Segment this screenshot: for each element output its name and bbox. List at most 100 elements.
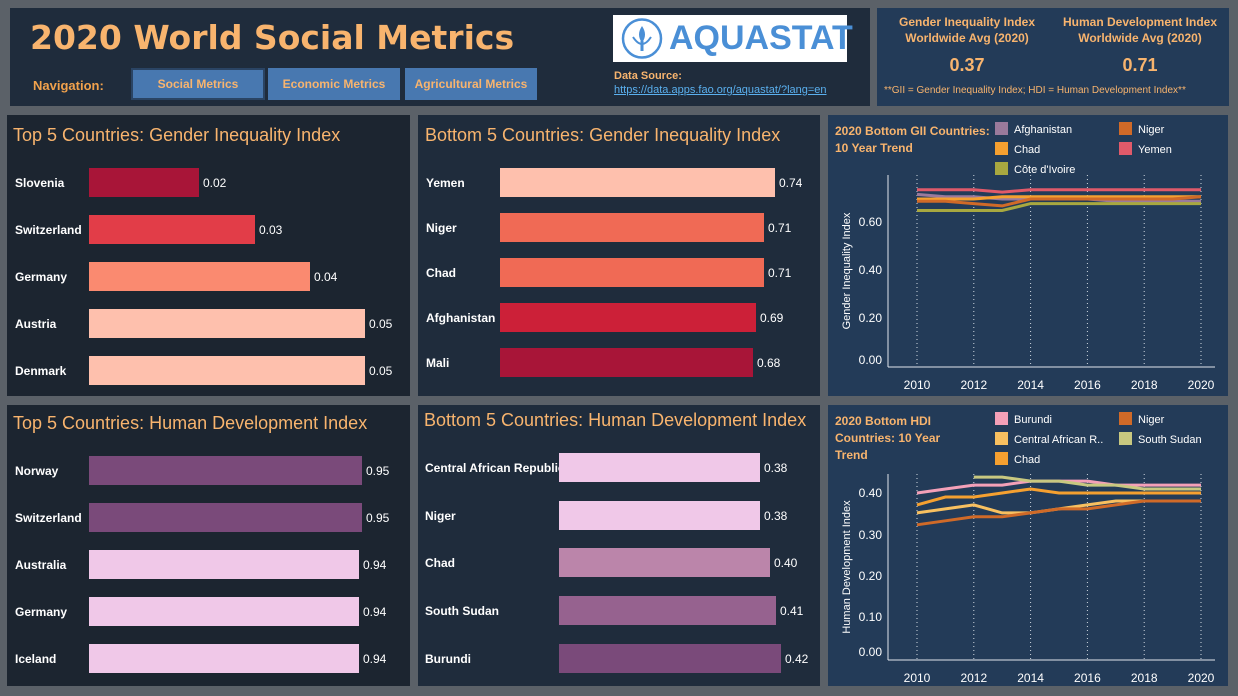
- x-tick-label: 2020: [1188, 671, 1215, 685]
- bar-category-label: Niger: [425, 509, 456, 523]
- data-source: Data Source: https://data.apps.fao.org/a…: [614, 69, 854, 97]
- bar-chart-title: Bottom 5 Countries: Human Development In…: [424, 410, 807, 430]
- series-line: [916, 499, 1201, 515]
- line-chart-title-line: 2020 Bottom HDI: [835, 414, 931, 428]
- bar: [500, 348, 753, 377]
- line-chart-title-line: Trend: [835, 448, 868, 462]
- x-tick-label: 2010: [904, 378, 931, 392]
- x-tick-label: 2018: [1131, 671, 1158, 685]
- bottom-hdi-panel: [418, 405, 820, 686]
- legend-swatch: [995, 432, 1008, 445]
- legend-swatch: [995, 142, 1008, 155]
- bar: [89, 644, 359, 673]
- line-chart-title: 2020 Bottom GII Countries: 10 Year Trend: [835, 124, 990, 155]
- legend-label: Afghanistan: [1014, 124, 1072, 136]
- bar: [89, 503, 362, 532]
- x-tick-label: 2016: [1074, 378, 1101, 392]
- bar-value-label: 0.74: [779, 176, 803, 190]
- series-line: [916, 479, 1201, 495]
- series-line: [917, 188, 1201, 194]
- line-chart-title-line: 2020 Bottom GII Countries:: [835, 124, 990, 138]
- bar-category-label: Slovenia: [15, 176, 65, 190]
- series-line: [916, 487, 1201, 507]
- bar-category-label: Burundi: [425, 652, 471, 666]
- bar: [500, 168, 775, 197]
- y-tick-label: 0.20: [859, 311, 883, 325]
- gii-kpi-heading: Gender Inequality Index Worldwide Avg (2…: [898, 15, 1036, 45]
- y-tick-label: 0.40: [859, 486, 883, 500]
- bar: [500, 258, 764, 287]
- bar-value-label: 0.02: [203, 176, 227, 190]
- bar: [89, 262, 310, 291]
- data-source-label: Data Source:: [614, 70, 682, 82]
- bar: [559, 596, 776, 625]
- legend-label: Central African R..: [1014, 434, 1103, 446]
- x-tick-label: 2018: [1131, 378, 1158, 392]
- y-tick-label: 0.40: [859, 263, 883, 277]
- legend-label: South Sudan: [1138, 434, 1202, 446]
- bar: [500, 303, 756, 332]
- bar-category-label: Germany: [15, 605, 68, 619]
- bar-category-label: Niger: [426, 221, 457, 235]
- series-line: [917, 195, 1202, 208]
- nav-agricultural-metrics-button[interactable]: Agricultural Metrics: [405, 68, 537, 100]
- bar-category-label: Germany: [15, 270, 68, 284]
- bar-category-label: Afghanistan: [426, 311, 496, 325]
- bar-category-label: Chad: [426, 266, 456, 280]
- bar-category-label: Iceland: [15, 652, 57, 666]
- y-tick-label: 0.00: [859, 353, 883, 367]
- bar-chart-title: Bottom 5 Countries: Gender Inequality In…: [425, 125, 781, 145]
- bar-value-label: 0.71: [768, 221, 792, 235]
- series-line: [917, 202, 1201, 212]
- line-chart-title-line: 10 Year Trend: [835, 141, 913, 155]
- bar-value-label: 0.94: [363, 652, 387, 666]
- line-chart-title-line: Countries: 10 Year: [835, 431, 940, 445]
- x-tick-label: 2014: [1017, 378, 1044, 392]
- nav-social-metrics-button[interactable]: Social Metrics: [131, 68, 265, 100]
- legend-swatch: [995, 452, 1008, 465]
- x-tick-label: 2010: [904, 671, 931, 685]
- bar-category-label: Yemen: [426, 176, 465, 190]
- nav-economic-metrics-button[interactable]: Economic Metrics: [268, 68, 400, 100]
- hdi-kpi-heading: Human Development Index Worldwide Avg (2…: [1062, 15, 1218, 45]
- bar-value-label: 0.71: [768, 266, 792, 280]
- bar-value-label: 0.03: [259, 223, 283, 237]
- bar-category-label: Switzerland: [15, 511, 82, 525]
- bar-category-label: Australia: [15, 558, 67, 572]
- bar-category-label: Central African Republic: [425, 461, 565, 475]
- bar-value-label: 0.42: [785, 652, 809, 666]
- bar-chart-title: Top 5 Countries: Gender Inequality Index: [13, 125, 341, 145]
- y-tick-label: 0.60: [859, 215, 883, 229]
- bar-value-label: 0.40: [774, 556, 798, 570]
- bar: [89, 168, 199, 197]
- gii-trend-panel: [828, 115, 1228, 396]
- bar-value-label: 0.38: [764, 461, 788, 475]
- bar-value-label: 0.95: [366, 511, 390, 525]
- top-gii-panel: [7, 115, 410, 396]
- y-tick-label: 0.20: [859, 569, 883, 583]
- line-chart-title: 2020 Bottom HDI Countries: 10 Year Trend: [835, 414, 940, 462]
- bar-value-label: 0.38: [764, 509, 788, 523]
- y-tick-label: 0.30: [859, 528, 883, 542]
- data-source-link[interactable]: https://data.apps.fao.org/aquastat/?lang…: [614, 84, 827, 96]
- bar: [559, 548, 770, 577]
- bar-category-label: Chad: [425, 556, 455, 570]
- page-title: 2020 World Social Metrics: [30, 18, 515, 57]
- x-tick-label: 2016: [1074, 671, 1101, 685]
- aquastat-logo: AQUASTAT: [613, 15, 853, 62]
- bar: [89, 356, 365, 385]
- bar: [559, 644, 781, 673]
- line-chart: 2020 Bottom GII Countries: 10 Year Trend A…: [835, 122, 1215, 392]
- bar-value-label: 0.05: [369, 317, 393, 331]
- kpi-panel: [877, 8, 1229, 106]
- bar: [89, 215, 255, 244]
- series-line: [973, 475, 1201, 491]
- hdi-kpi-value: 0.71: [1122, 55, 1158, 75]
- bar-value-label: 0.69: [760, 311, 784, 325]
- legend-swatch: [1119, 412, 1132, 425]
- legend-label: Yemen: [1138, 144, 1172, 156]
- legend-swatch: [995, 412, 1008, 425]
- y-axis-title: Human Development Index: [841, 500, 853, 634]
- bar: [559, 501, 760, 530]
- bar-value-label: 0.95: [366, 464, 390, 478]
